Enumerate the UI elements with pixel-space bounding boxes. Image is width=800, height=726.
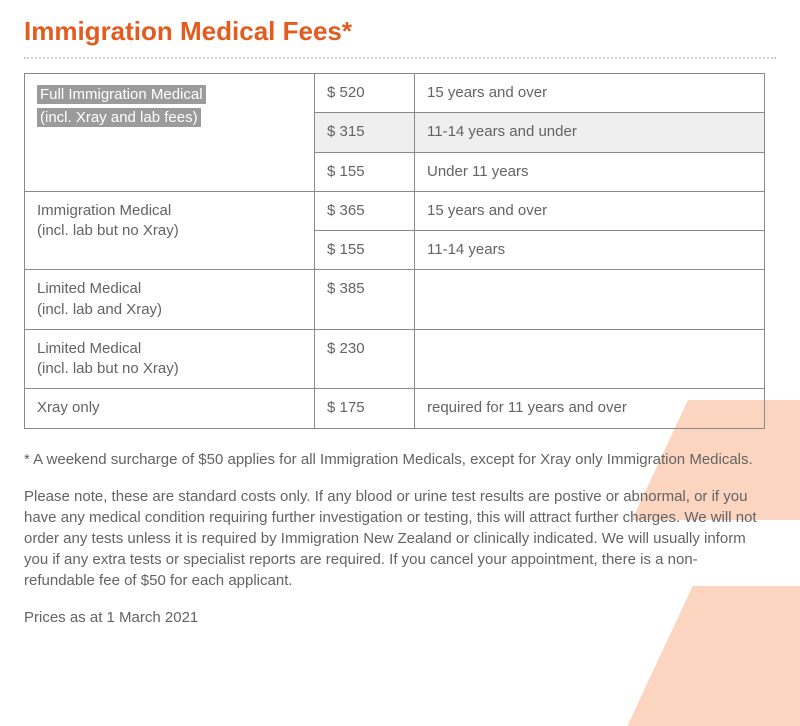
page-container: Immigration Medical Fees* Full Immigrati…	[0, 0, 800, 660]
table-row: Limited Medical (incl. lab but no Xray) …	[25, 329, 765, 389]
price-cell: $ 385	[315, 270, 415, 330]
service-detail: (incl. lab but no Xray)	[37, 222, 179, 239]
note-surcharge: * A weekend surcharge of $50 applies for…	[24, 449, 764, 470]
price-cell: $ 155	[315, 152, 415, 191]
price-cell: $ 175	[315, 389, 415, 428]
note-cell: required for 11 years and over	[415, 389, 765, 428]
notes-section: * A weekend surcharge of $50 applies for…	[24, 449, 764, 628]
price-cell: $ 230	[315, 329, 415, 389]
price-cell: $ 315	[315, 113, 415, 152]
note-price-date: Prices as at 1 March 2021	[24, 607, 764, 628]
service-detail: (incl. lab but no Xray)	[37, 360, 179, 377]
service-cell: Limited Medical (incl. lab and Xray)	[25, 270, 315, 330]
service-name: Limited Medical	[37, 340, 141, 357]
page-title: Immigration Medical Fees*	[24, 16, 776, 47]
service-cell: Limited Medical (incl. lab but no Xray)	[25, 329, 315, 389]
table-row: Xray only $ 175 required for 11 years an…	[25, 389, 765, 428]
service-name-highlighted: Full Immigration Medical	[37, 85, 206, 104]
service-name: Immigration Medical	[37, 202, 171, 219]
service-cell: Immigration Medical (incl. lab but no Xr…	[25, 191, 315, 270]
note-cell	[415, 270, 765, 330]
service-detail: (incl. lab and Xray)	[37, 301, 162, 318]
price-cell: $ 155	[315, 231, 415, 270]
note-cell: 15 years and over	[415, 191, 765, 230]
table-row: Immigration Medical (incl. lab but no Xr…	[25, 191, 765, 230]
price-cell: $ 365	[315, 191, 415, 230]
service-name: Limited Medical	[37, 280, 141, 297]
service-cell: Full Immigration Medical (incl. Xray and…	[25, 74, 315, 192]
note-cell: 15 years and over	[415, 74, 765, 113]
fees-table: Full Immigration Medical (incl. Xray and…	[24, 73, 765, 429]
note-cell: 11-14 years and under	[415, 113, 765, 152]
note-standard-costs: Please note, these are standard costs on…	[24, 486, 764, 591]
price-cell: $ 520	[315, 74, 415, 113]
table-row: Limited Medical (incl. lab and Xray) $ 3…	[25, 270, 765, 330]
service-name: Xray only	[37, 399, 100, 416]
note-cell: Under 11 years	[415, 152, 765, 191]
note-cell	[415, 329, 765, 389]
table-row: Full Immigration Medical (incl. Xray and…	[25, 74, 765, 113]
divider-dotted	[24, 57, 776, 59]
service-detail-highlighted: (incl. Xray and lab fees)	[37, 108, 201, 127]
service-cell: Xray only	[25, 389, 315, 428]
note-cell: 11-14 years	[415, 231, 765, 270]
